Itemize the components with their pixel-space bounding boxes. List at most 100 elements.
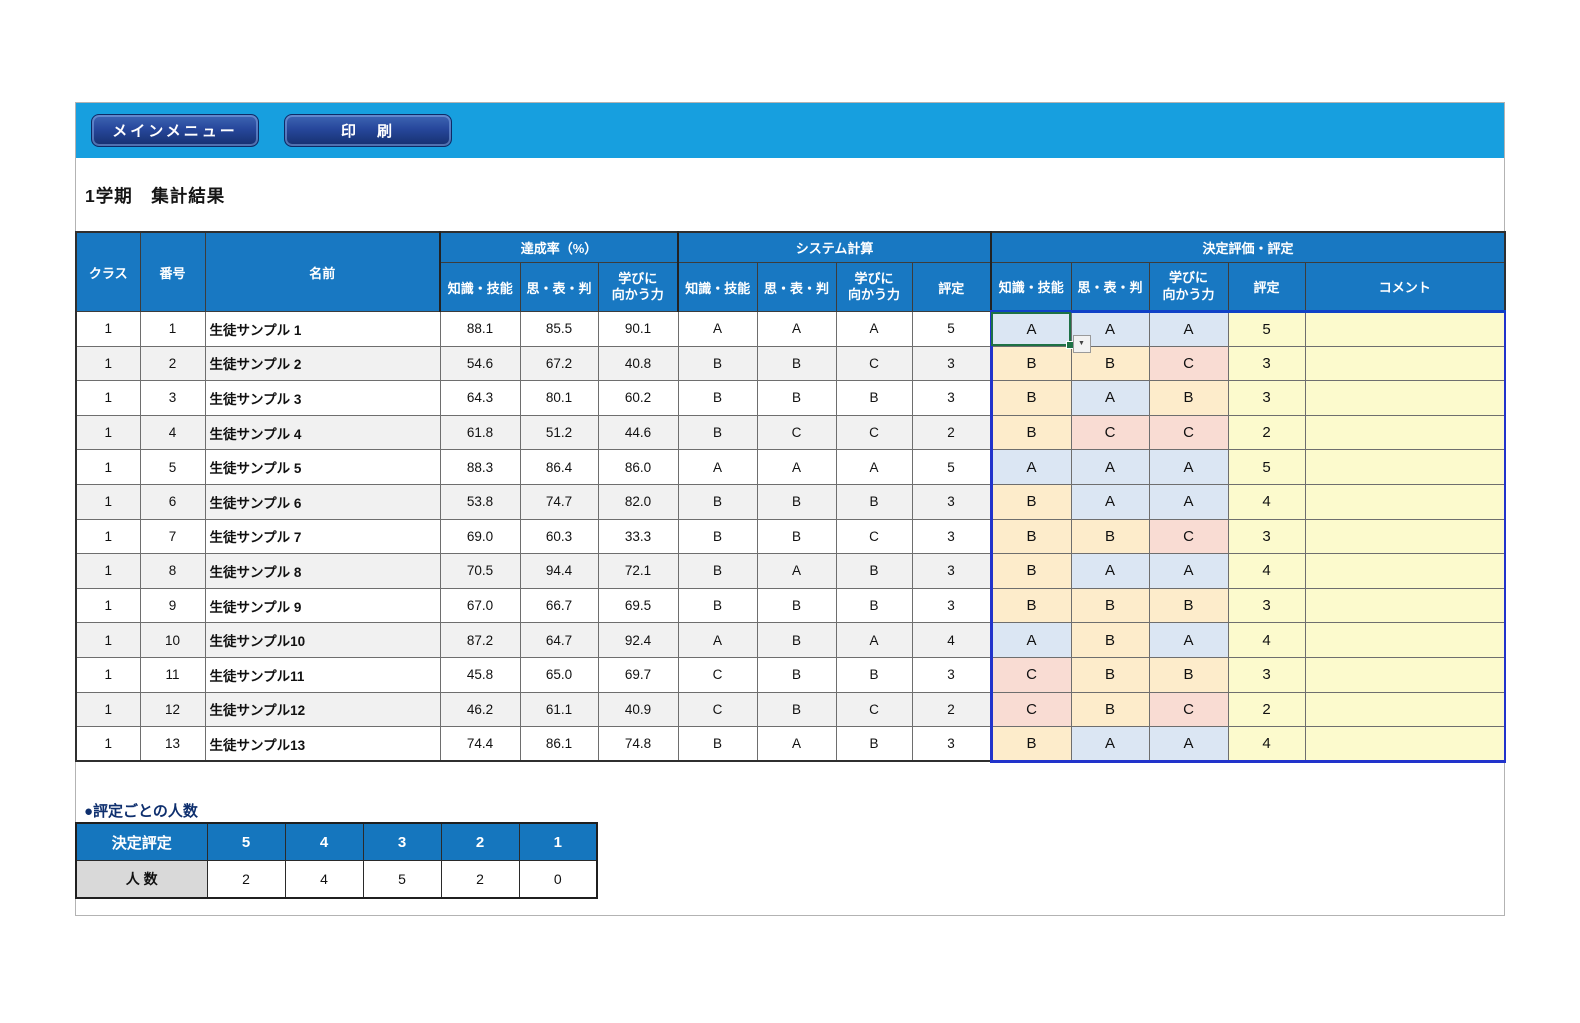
cell-system-attitude: B <box>835 726 913 762</box>
cell-decision-knowledge[interactable]: B <box>989 553 1072 589</box>
cell-decision-attitude[interactable]: A <box>1148 449 1229 485</box>
cell-system-rating: 3 <box>911 553 992 589</box>
cell-decision-attitude[interactable]: B <box>1148 587 1229 624</box>
cell-decision-rating[interactable]: 5 <box>1227 449 1306 485</box>
cell-decision-rating[interactable]: 3 <box>1227 380 1306 416</box>
cell-decision-knowledge[interactable]: C <box>989 691 1072 728</box>
group-header-decision: 決定評価・評定 <box>990 231 1506 263</box>
cell-decision-knowledge[interactable]: C <box>989 656 1072 693</box>
cell-number: 4 <box>139 414 206 451</box>
cell-decision-thinking[interactable]: A <box>1070 380 1150 416</box>
col-header-system-knowledge: 知識・技能 <box>677 262 758 312</box>
print-button[interactable]: 印 刷 <box>284 114 452 147</box>
cell-decision-attitude[interactable]: A <box>1148 726 1229 763</box>
cell-decision-rating[interactable]: 4 <box>1227 622 1306 658</box>
cell-decision-thinking[interactable]: B <box>1070 587 1150 624</box>
cell-decision-attitude[interactable]: B <box>1148 656 1229 693</box>
cell-decision-rating[interactable]: 2 <box>1227 691 1306 728</box>
cell-decision-thinking[interactable]: B <box>1070 622 1150 658</box>
cell-comment[interactable] <box>1304 414 1507 451</box>
cell-system-attitude: C <box>835 345 913 382</box>
validation-dropdown-icon[interactable]: ▼ <box>1072 334 1091 353</box>
cell-number: 5 <box>139 449 206 485</box>
cell-comment[interactable] <box>1304 449 1507 485</box>
cell-decision-attitude[interactable]: C <box>1148 518 1229 555</box>
cell-comment[interactable] <box>1304 726 1507 763</box>
cell-system-attitude: B <box>835 483 913 520</box>
cell-system-thinking: B <box>756 691 837 728</box>
summary-table: 決定評定 5 4 3 2 1 人 数 2 4 5 2 0 <box>75 822 598 899</box>
cell-decision-attitude[interactable]: A <box>1148 310 1229 347</box>
cell-name: 生徒サンプル 8 <box>204 553 441 589</box>
cell-decision-rating[interactable]: 3 <box>1227 587 1306 624</box>
cell-class: 1 <box>75 691 141 728</box>
cell-comment[interactable] <box>1304 483 1507 520</box>
cell-number: 11 <box>139 656 206 693</box>
cell-comment[interactable] <box>1304 310 1507 347</box>
cell-decision-attitude[interactable]: B <box>1148 380 1229 416</box>
cell-decision-knowledge[interactable]: B <box>989 518 1072 555</box>
cell-decision-attitude[interactable]: C <box>1148 345 1229 382</box>
cell-class: 1 <box>75 726 141 762</box>
cell-decision-thinking[interactable]: B <box>1070 518 1150 555</box>
cell-decision-rating[interactable]: 5 <box>1227 310 1306 347</box>
cell-decision-rating[interactable]: 3 <box>1227 518 1306 555</box>
cell-achievement-attitude: 82.0 <box>597 483 679 520</box>
cell-comment[interactable] <box>1304 587 1507 624</box>
cell-comment[interactable] <box>1304 380 1507 416</box>
cell-system-thinking: C <box>756 414 837 451</box>
cell-decision-thinking[interactable]: A <box>1070 449 1150 485</box>
col-header-name: 名前 <box>204 231 441 312</box>
table-row: 1 7 生徒サンプル 7 69.0 60.3 33.3 B B C 3 B B C 3 <box>75 518 1507 555</box>
cell-system-rating: 3 <box>911 380 992 416</box>
cell-decision-knowledge[interactable]: A ▼ <box>989 310 1091 353</box>
cell-system-knowledge: C <box>677 691 758 728</box>
cell-decision-rating[interactable]: 4 <box>1227 483 1306 520</box>
cell-comment[interactable] <box>1304 518 1507 555</box>
cell-decision-knowledge[interactable]: B <box>989 414 1072 451</box>
cell-decision-knowledge[interactable]: B <box>989 726 1072 763</box>
cell-achievement-attitude: 44.6 <box>597 414 679 451</box>
cell-decision-knowledge[interactable]: B <box>989 483 1072 520</box>
cell-number: 7 <box>139 518 206 555</box>
summary-count-3: 5 <box>362 860 442 899</box>
cell-decision-thinking[interactable]: A <box>1070 726 1150 763</box>
cell-decision-knowledge[interactable]: A <box>989 449 1072 485</box>
cell-decision-thinking[interactable]: A <box>1070 483 1150 520</box>
cell-decision-thinking[interactable]: C <box>1070 414 1150 451</box>
cell-achievement-attitude: 40.8 <box>597 345 679 382</box>
cell-comment[interactable] <box>1304 656 1507 693</box>
cell-system-knowledge: B <box>677 518 758 555</box>
cell-decision-rating[interactable]: 3 <box>1227 656 1306 693</box>
cell-system-attitude: A <box>835 311 913 347</box>
cell-decision-thinking[interactable]: B <box>1070 691 1150 728</box>
cell-decision-rating[interactable]: 3 <box>1227 345 1306 382</box>
cell-decision-attitude[interactable]: A <box>1148 483 1229 520</box>
cell-achievement-thinking: 64.7 <box>519 622 599 658</box>
cell-decision-attitude[interactable]: A <box>1148 622 1229 658</box>
col-header-decision-attitude: 学びに 向かう力 <box>1148 262 1229 312</box>
cell-comment[interactable] <box>1304 553 1507 589</box>
cell-decision-attitude[interactable]: C <box>1148 414 1229 451</box>
cell-system-thinking: A <box>756 449 837 485</box>
cell-decision-knowledge[interactable]: B <box>989 345 1072 382</box>
cell-decision-thinking[interactable]: B <box>1070 656 1150 693</box>
table-row: 1 3 生徒サンプル 3 64.3 80.1 60.2 B B B 3 B A B 3 <box>75 380 1507 416</box>
cell-system-knowledge: A <box>677 311 758 347</box>
cell-comment[interactable] <box>1304 691 1507 728</box>
cell-decision-knowledge[interactable]: B <box>989 587 1072 624</box>
cell-comment[interactable] <box>1304 345 1507 382</box>
cell-decision-attitude[interactable]: C <box>1148 691 1229 728</box>
cell-decision-thinking[interactable]: A <box>1070 553 1150 589</box>
cell-decision-rating[interactable]: 4 <box>1227 726 1306 763</box>
cell-decision-attitude[interactable]: A <box>1148 553 1229 589</box>
cell-decision-rating[interactable]: 2 <box>1227 414 1306 451</box>
cell-system-knowledge: B <box>677 414 758 451</box>
cell-comment[interactable] <box>1304 622 1507 658</box>
cell-decision-rating[interactable]: 4 <box>1227 553 1306 589</box>
cell-system-attitude: A <box>835 622 913 658</box>
cell-decision-knowledge[interactable]: A <box>989 622 1072 658</box>
main-menu-button[interactable]: メインメニュー <box>91 114 259 147</box>
cell-name: 生徒サンプル 4 <box>204 414 441 451</box>
cell-decision-knowledge[interactable]: B <box>989 380 1072 416</box>
